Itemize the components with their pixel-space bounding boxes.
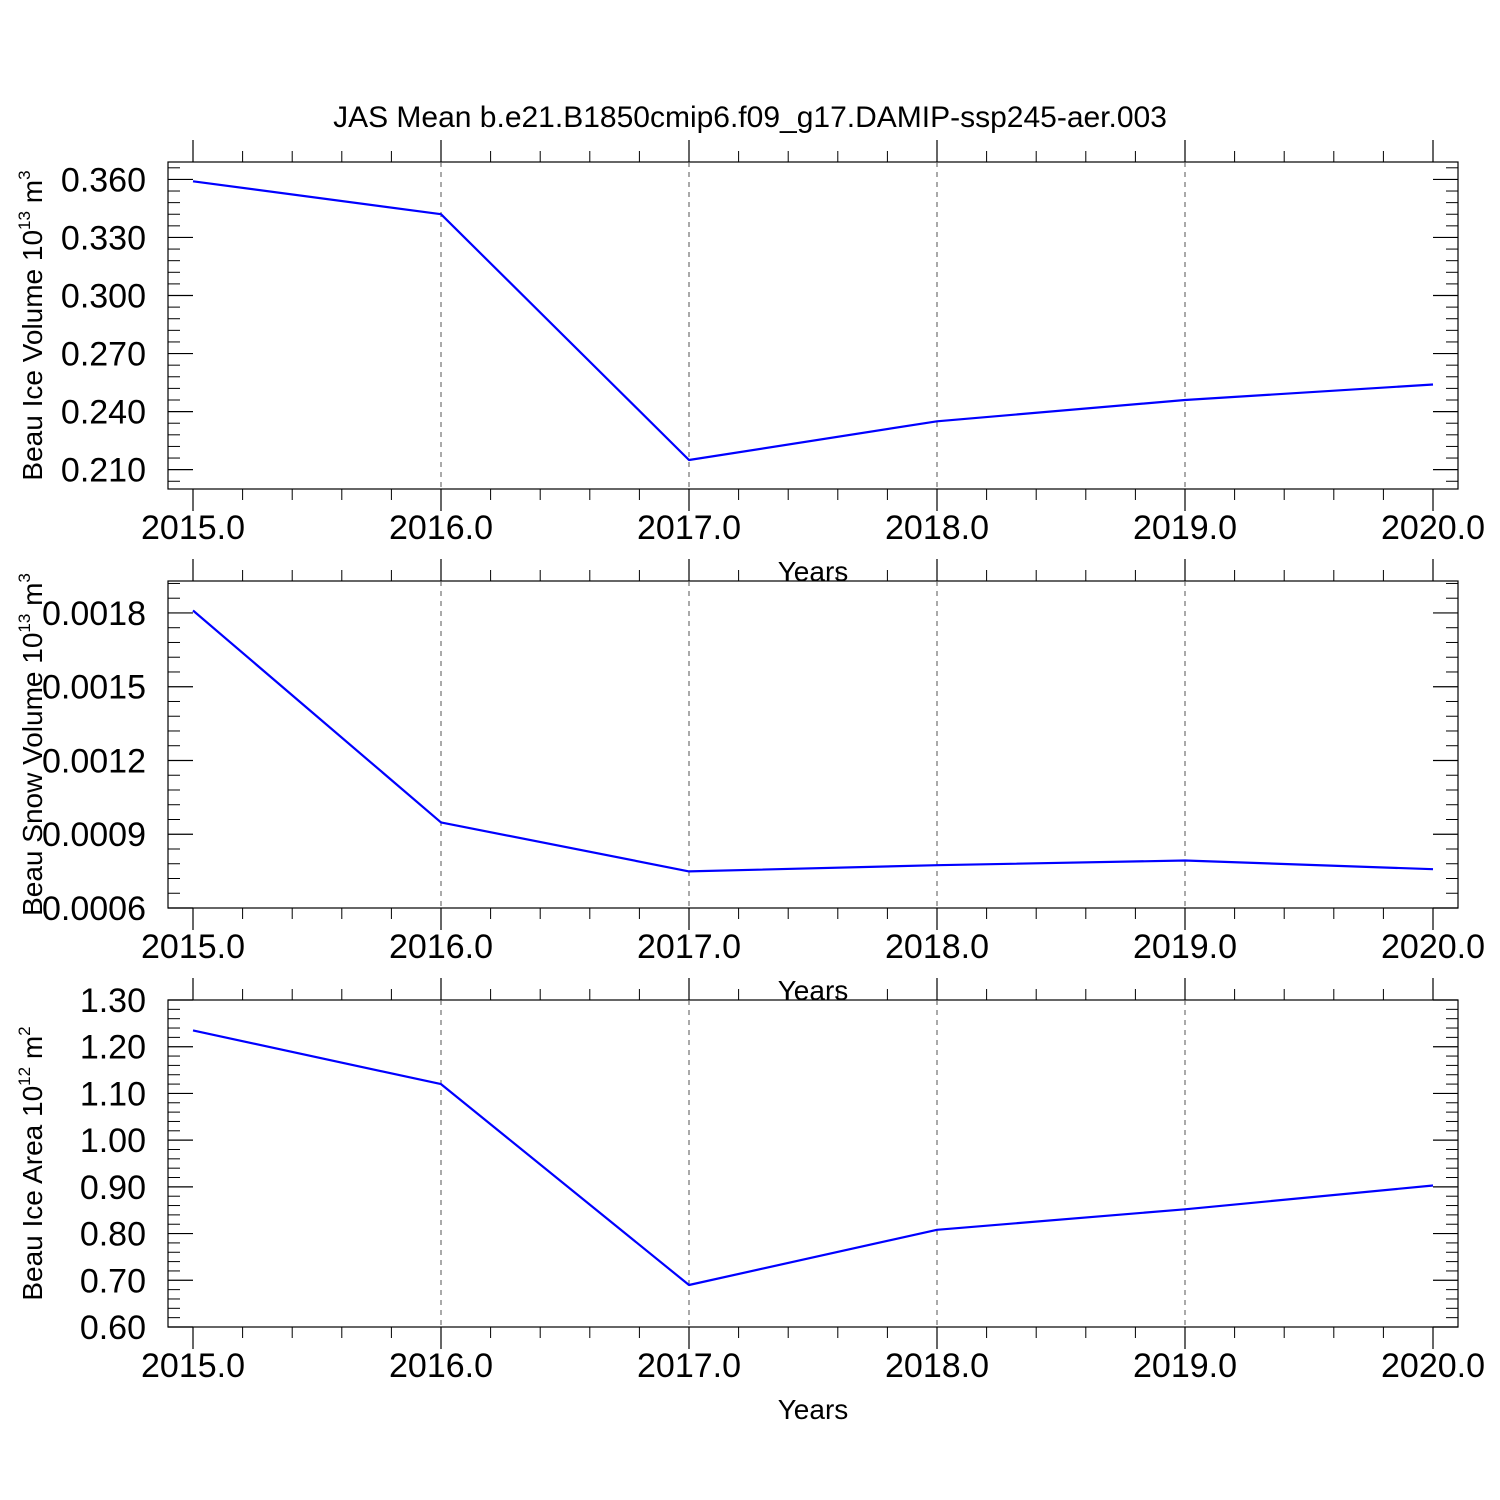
plot-frame [167,161,1459,490]
x-axis-label: Years [778,556,849,587]
y-tick-label: 0.0012 [42,742,146,780]
y-tick-label: 0.0015 [42,669,146,707]
y-axis-label: Beau Ice Volume 1013 m3 [15,170,48,480]
y-axis-label-unit-exponent: 2 [15,1026,34,1035]
y-tick-label: 0.270 [61,336,146,374]
y-axis-label-unit-exponent: 3 [15,170,34,179]
y-axis-label: Beau Ice Area 1012 m2 [15,1026,48,1300]
y-axis-label-exponent: 13 [15,211,34,230]
x-tick-label: 2015.0 [141,1347,245,1385]
chart-panel-2: 2015.0 2016.0 2017.0 2018.0 2019.0 2020.0 0.00… [15,559,1485,1006]
y-axis-label-unit: m [17,583,48,614]
y-tick-label: 0.0009 [42,816,146,854]
y-tick-label: 0.0018 [42,595,146,633]
y-tick-label: 1.10 [80,1075,146,1113]
x-tick-label: 2019.0 [1133,928,1237,966]
y-tick-label: 0.360 [61,161,146,199]
y-tick-label: 0.70 [80,1262,146,1300]
chart-panel-1: 2015.0 2016.0 2017.0 2018.0 2019.0 2020.0 0.21… [15,140,1485,587]
x-tick-label: 2017.0 [637,509,741,547]
y-tick-label: 1.00 [80,1122,146,1160]
y-tick-label: 0.90 [80,1169,146,1207]
y-tick-label: 0.300 [61,278,146,316]
y-tick-label: 1.20 [80,1029,146,1067]
x-tick-label: 2018.0 [885,1347,989,1385]
x-tick-label: 2019.0 [1133,1347,1237,1385]
x-tick-label: 2016.0 [389,928,493,966]
y-axis-label-main: Beau Ice Area 10 [17,1086,48,1301]
y-tick-label: 0.80 [80,1216,146,1254]
y-axis-label-unit: m [17,180,48,211]
x-tick-label: 2020.0 [1381,928,1485,966]
y-tick-label: 0.60 [80,1309,146,1347]
series-line-1 [192,1029,1434,1287]
series-line-1 [192,180,1434,462]
x-tick-label: 2019.0 [1133,509,1237,547]
y-axis-label: Beau Snow Volume 1013 m3 [15,573,48,916]
x-tick-label: 2017.0 [637,928,741,966]
series-line-1 [192,609,1434,873]
y-axis-label-exponent: 13 [15,614,34,633]
y-axis-label-unit-exponent: 3 [15,573,34,582]
x-axis-label: Years [778,975,849,1006]
plot-frame [167,580,1459,909]
x-tick-label: 2018.0 [885,509,989,547]
x-axis-label: Years [778,1394,849,1425]
y-tick-label: 1.30 [80,982,146,1020]
y-axis-label-exponent: 12 [15,1067,34,1086]
x-tick-label: 2016.0 [389,1347,493,1385]
x-tick-label: 2016.0 [389,509,493,547]
x-tick-label: 2015.0 [141,509,245,547]
figure-title: JAS Mean b.e21.B1850cmip6.f09_g17.DAMIP-… [333,101,1167,134]
x-tick-label: 2015.0 [141,928,245,966]
chart-panel-3: 2015.0 2016.0 2017.0 2018.0 2019.0 2020.0 0.60… [15,978,1485,1425]
y-tick-label: 0.240 [61,394,146,432]
x-tick-label: 2020.0 [1381,509,1485,547]
x-tick-label: 2020.0 [1381,1347,1485,1385]
x-tick-label: 2018.0 [885,928,989,966]
y-tick-label: 0.0006 [42,890,146,928]
x-tick-label: 2017.0 [637,1347,741,1385]
plot-frame [167,999,1459,1328]
y-axis-label-unit: m [17,1036,48,1067]
y-tick-label: 0.210 [61,452,146,490]
y-tick-label: 0.330 [61,219,146,257]
y-axis-label-main: Beau Ice Volume 10 [17,230,48,481]
y-axis-label-main: Beau Snow Volume 10 [17,633,48,916]
panels: 2015.0 2016.0 2017.0 2018.0 2019.0 2020.0 0.21… [15,140,1485,1425]
